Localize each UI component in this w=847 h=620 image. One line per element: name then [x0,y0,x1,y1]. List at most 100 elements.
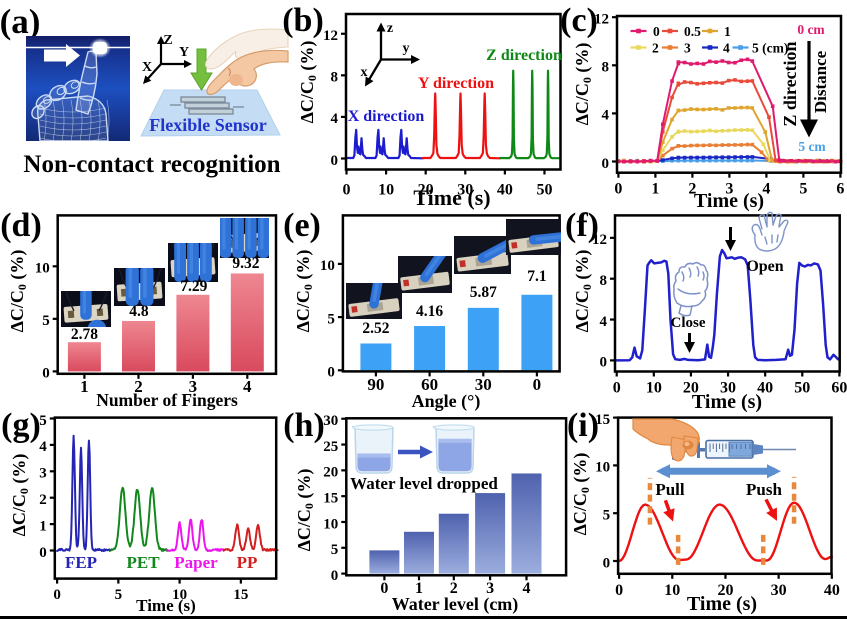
svg-text:Time (s): Time (s) [692,391,762,413]
svg-text:5: 5 [327,311,335,327]
svg-text:2.52: 2.52 [362,320,389,337]
svg-text:(d): (d) [0,207,42,244]
svg-text:15: 15 [323,490,338,506]
svg-text:10: 10 [323,516,338,532]
svg-text:5: 5 [603,508,611,524]
svg-text:3: 3 [486,580,494,597]
svg-text:2: 2 [688,181,696,198]
svg-text:30: 30 [771,582,787,599]
svg-text:0: 0 [343,182,351,199]
svg-text:4.16: 4.16 [416,303,443,320]
svg-text:Water level dropped: Water level dropped [350,474,498,493]
svg-text:4: 4 [602,108,610,124]
svg-text:Distance: Distance [811,50,830,113]
svg-text:8: 8 [600,273,608,289]
svg-text:X direction: X direction [348,108,425,125]
svg-text:1: 1 [39,518,47,534]
svg-text:0: 0 [615,582,623,599]
svg-text:0: 0 [613,380,621,397]
svg-text:30: 30 [475,375,492,394]
svg-text:3: 3 [725,181,733,198]
svg-text:10: 10 [664,582,680,599]
svg-text:1: 1 [724,24,731,39]
svg-text:10: 10 [172,587,187,603]
svg-text:40: 40 [497,182,513,199]
svg-text:50: 50 [536,182,552,199]
svg-text:20: 20 [418,182,434,199]
svg-text:2.78: 2.78 [71,326,98,343]
svg-text:0 cm: 0 cm [797,22,825,37]
svg-text:10: 10 [378,182,394,199]
svg-text:5 cm: 5 cm [798,139,826,154]
svg-text:4.8: 4.8 [129,303,149,320]
svg-text:Close: Close [671,315,706,331]
svg-text:5.87: 5.87 [470,284,497,301]
svg-text:Open: Open [746,258,783,275]
svg-text:(f): (f) [565,207,599,244]
svg-text:60: 60 [421,375,438,394]
svg-text:ΔC/C0 (%): ΔC/C0 (%) [297,41,319,124]
svg-text:x: x [361,65,368,80]
svg-text:2: 2 [450,580,458,597]
svg-text:Flexible Sensor: Flexible Sensor [149,115,267,135]
svg-text:ΔC/C0 (%): ΔC/C0 (%) [7,250,29,333]
svg-text:0: 0 [39,545,47,561]
svg-text:7.29: 7.29 [180,278,207,295]
svg-text:(i): (i) [567,407,599,444]
svg-text:0: 0 [327,365,335,381]
svg-text:1: 1 [651,181,659,198]
svg-text:6: 6 [836,181,844,198]
svg-text:20: 20 [717,582,733,599]
svg-text:0.5: 0.5 [684,24,701,39]
svg-text:5: 5 [331,542,339,558]
svg-text:Z direction: Z direction [780,41,800,126]
svg-text:(a): (a) [0,2,40,41]
svg-text:Paper: Paper [174,553,218,572]
svg-text:5 (cm): 5 (cm) [752,40,788,55]
svg-text:Y: Y [179,45,189,60]
svg-text:ΔC/C0 (%): ΔC/C0 (%) [572,250,594,333]
svg-text:2: 2 [652,40,659,55]
svg-text:7.1: 7.1 [527,268,546,285]
svg-text:2: 2 [39,492,47,508]
svg-text:Time (s): Time (s) [136,596,196,615]
svg-text:y: y [403,41,410,56]
svg-text:ΔC/C0 (%): ΔC/C0 (%) [294,469,316,552]
svg-text:30: 30 [457,182,473,199]
svg-text:(e): (e) [283,207,321,244]
svg-text:40: 40 [824,582,840,599]
svg-text:Y direction: Y direction [418,75,494,92]
svg-text:(b): (b) [282,2,324,39]
svg-text:10: 10 [35,261,50,277]
svg-text:ΔC/C0 (%): ΔC/C0 (%) [570,453,592,536]
svg-text:50: 50 [794,380,810,397]
svg-text:15: 15 [233,587,248,603]
svg-text:Time (s): Time (s) [694,190,764,212]
svg-text:z: z [387,21,393,36]
svg-text:0: 0 [653,24,660,39]
svg-text:8: 8 [602,60,610,76]
svg-text:1: 1 [80,377,89,396]
svg-text:10: 10 [320,258,335,274]
svg-text:0: 0 [380,580,388,597]
svg-text:ΔC/C0 (%): ΔC/C0 (%) [572,43,594,126]
svg-text:40: 40 [757,380,773,397]
svg-text:12: 12 [592,232,607,248]
svg-text:4: 4 [723,40,730,55]
svg-text:25: 25 [323,439,338,455]
svg-text:3: 3 [189,377,198,396]
svg-text:Water level (cm): Water level (cm) [392,594,519,615]
svg-text:1: 1 [415,580,423,597]
svg-text:15: 15 [595,412,610,428]
svg-text:5: 5 [115,587,123,603]
svg-text:20: 20 [683,380,699,397]
svg-text:12: 12 [323,28,338,44]
svg-text:0: 0 [603,555,611,571]
svg-text:5: 5 [42,313,50,329]
svg-text:0: 0 [614,181,622,198]
svg-text:3: 3 [684,40,691,55]
svg-text:ΔC/C0 (%): ΔC/C0 (%) [293,250,315,333]
svg-text:4: 4 [762,181,770,198]
svg-text:0: 0 [600,355,608,371]
svg-text:(c): (c) [560,2,598,39]
